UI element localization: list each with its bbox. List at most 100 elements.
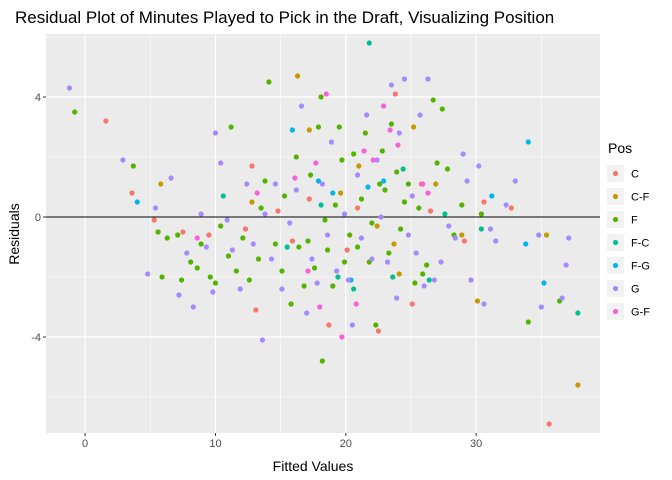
x-axis-ticks: 0 10 20 30	[82, 433, 482, 450]
point	[212, 130, 219, 136]
point	[159, 274, 165, 280]
point	[324, 232, 331, 238]
legend-swatch	[612, 170, 619, 177]
point	[426, 277, 432, 283]
point	[210, 289, 216, 295]
point	[178, 277, 185, 283]
point	[430, 97, 436, 103]
point	[326, 322, 332, 328]
point	[546, 421, 552, 427]
point	[493, 238, 499, 244]
point	[370, 157, 376, 163]
point	[322, 217, 328, 223]
point	[339, 334, 345, 340]
point	[489, 193, 495, 199]
point	[279, 268, 285, 274]
point	[240, 235, 246, 241]
legend-label: C	[631, 169, 639, 181]
legend-swatch	[612, 308, 619, 315]
point	[207, 274, 213, 280]
point	[164, 235, 170, 241]
point	[266, 79, 272, 85]
x-tick-label: 0	[82, 438, 88, 450]
point	[319, 181, 325, 187]
point	[388, 82, 395, 88]
point	[503, 202, 509, 208]
point	[478, 226, 484, 232]
point	[354, 172, 361, 178]
point	[559, 295, 565, 301]
point	[272, 241, 279, 247]
point	[296, 244, 302, 250]
point	[198, 211, 204, 217]
legend-swatch	[612, 262, 619, 269]
point	[198, 241, 204, 247]
point	[349, 322, 355, 328]
point	[272, 181, 279, 187]
point	[345, 277, 352, 283]
point	[476, 163, 482, 169]
point	[319, 358, 325, 364]
point	[188, 259, 194, 265]
point	[289, 127, 295, 133]
point	[218, 223, 224, 229]
point	[155, 229, 161, 235]
point	[438, 259, 444, 265]
point	[242, 226, 249, 232]
point	[332, 202, 338, 208]
point	[392, 91, 398, 97]
point	[246, 277, 252, 283]
legend-swatch	[612, 216, 619, 223]
point	[309, 256, 315, 262]
point	[351, 151, 357, 157]
point	[439, 106, 445, 112]
series-c-f	[158, 73, 581, 388]
point	[120, 157, 126, 163]
point	[259, 337, 265, 343]
legend-label: F-C	[631, 238, 649, 250]
point	[279, 286, 285, 292]
point	[424, 262, 430, 268]
point	[225, 253, 232, 259]
point	[301, 283, 307, 289]
chart-title: Residual Plot of Minutes Played to Pick …	[15, 8, 554, 27]
point	[337, 190, 344, 196]
point	[158, 181, 164, 187]
point	[391, 241, 397, 247]
point	[313, 160, 319, 166]
series-f	[72, 79, 563, 364]
point	[66, 85, 73, 91]
point	[341, 211, 348, 217]
point	[284, 244, 290, 250]
point	[292, 175, 298, 181]
point	[218, 160, 224, 166]
point	[341, 259, 348, 265]
y-tick-label: 4	[35, 92, 41, 104]
point	[305, 238, 311, 244]
point	[369, 256, 375, 262]
point	[575, 382, 581, 388]
point	[103, 118, 109, 124]
point	[409, 301, 415, 307]
point	[145, 271, 151, 277]
point	[401, 199, 408, 205]
point	[168, 175, 174, 181]
point	[253, 307, 259, 313]
point	[452, 235, 458, 241]
point	[289, 238, 295, 244]
point	[287, 220, 293, 226]
point	[481, 301, 487, 307]
point	[512, 178, 518, 184]
point	[255, 256, 262, 262]
point	[175, 232, 181, 238]
point	[212, 280, 219, 286]
point	[442, 211, 448, 217]
point	[446, 223, 452, 229]
point	[405, 232, 411, 238]
point	[425, 76, 431, 82]
point	[262, 178, 268, 184]
point	[180, 229, 186, 235]
point	[347, 232, 353, 238]
point	[203, 244, 209, 250]
point	[224, 217, 230, 223]
